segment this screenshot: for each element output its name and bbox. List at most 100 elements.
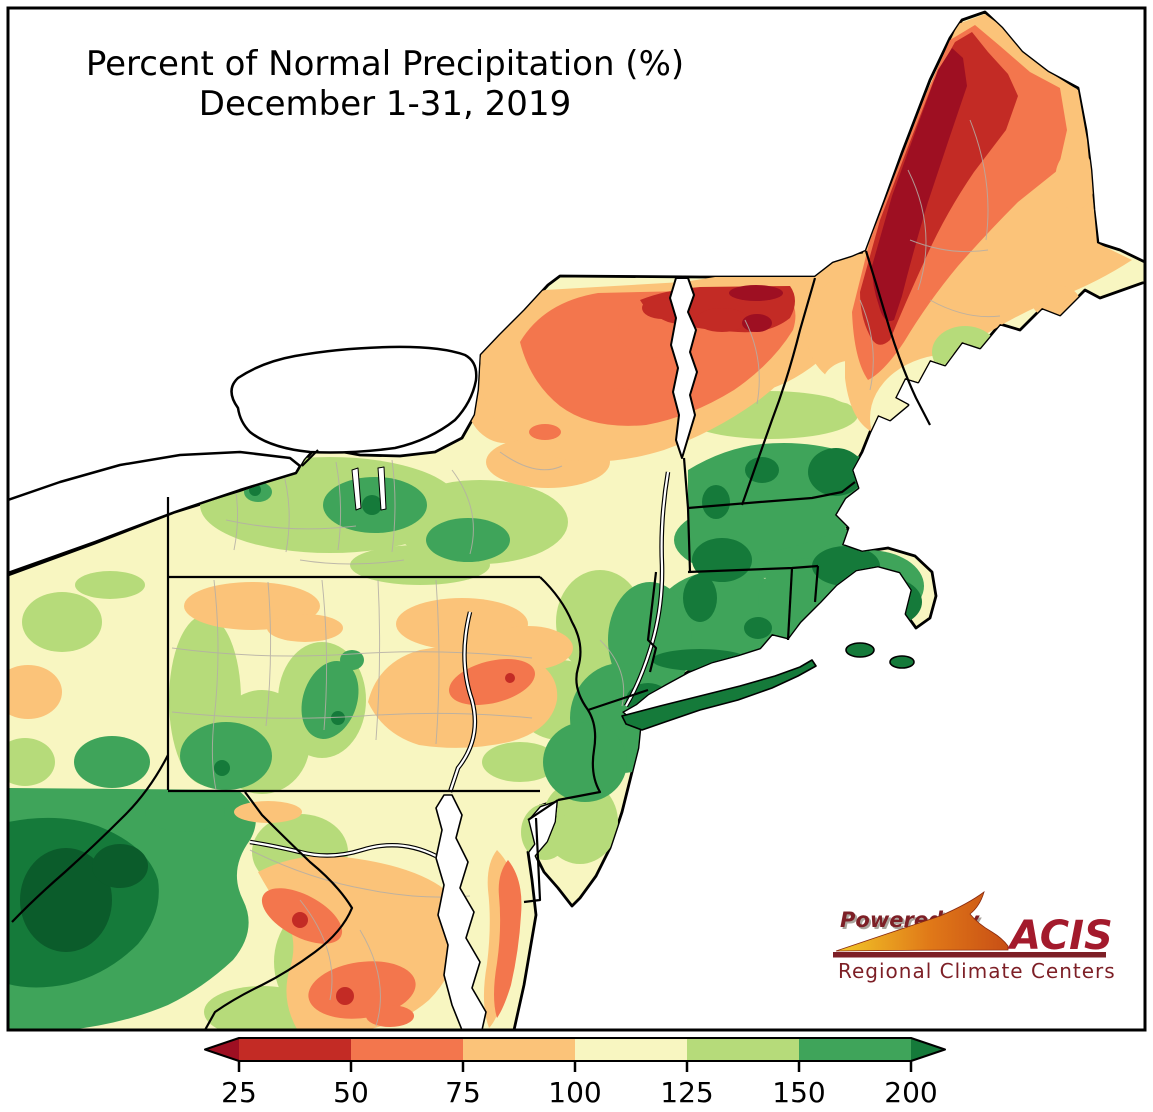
lake-erie [8,450,302,575]
county-line [435,579,440,745]
region-litchfield-darkgreen [683,574,717,622]
region-wmd-tan [234,801,302,823]
region-cnj-green [543,722,627,802]
border-ma-north [687,481,856,510]
tick-label-75: 75 [445,1076,481,1109]
county-line [171,647,533,659]
county-line [225,519,357,530]
colorbar-seg-50-75 [351,1038,463,1061]
border-ma-ny [686,507,692,573]
county-line [451,469,474,555]
hudson-river-water [625,471,670,707]
county-line [499,451,563,471]
finger-lake [351,467,362,511]
region-sepa-lightgreen [482,742,558,782]
niagara-river [301,449,319,467]
region-pa-red-dot [505,673,515,683]
border-wv-oh-river [11,754,169,923]
county-line [909,239,989,253]
tick-label-50: 50 [333,1076,369,1109]
border-delaware-river [539,576,602,802]
region-adk-orangered-spot [529,424,561,440]
region-delmarva-orangered [494,860,522,1018]
border-ct-ny [646,571,658,673]
region-oh-green [74,736,150,788]
state-borders [11,250,931,1030]
region-va-red-dot2 [336,987,354,1005]
region-wny-darkgreen [362,495,382,515]
colorbar-seg-75-100 [463,1038,575,1061]
border-de-md [523,817,542,904]
county-line [969,119,989,241]
acis-swoosh [835,890,1009,952]
region-va-red-dot [292,912,308,928]
acis-subtitle: Regional Climate Centers [838,959,1116,983]
colorbar-arrow-low [205,1038,239,1061]
acis-logo: Powered by Powered by ACIS Regional Clim… [833,890,1116,983]
border-wv-va [204,791,354,1030]
islands [621,642,915,731]
colorbar-arrow-high [911,1038,945,1061]
county-line [335,461,342,551]
rivers [249,471,671,859]
map-title-line2: December 1-31, 2019 [199,84,571,124]
county-line [375,579,381,741]
county-line [265,581,272,727]
region-ohio-lightgreen3 [75,571,145,599]
map-title-line1: Percent of Normal Precipitation (%) [86,44,684,84]
colorbar-seg-125-150 [687,1038,799,1061]
region-oh-tan [8,665,62,719]
region-nvt-red3 [696,308,748,332]
susquehanna-river-water [448,611,476,793]
lake-champlain [669,277,698,459]
region-svt-darkgreen [808,448,864,496]
region-pa-green-dot [340,650,364,670]
border-ny-vt [682,457,690,509]
region-ohio-lightgreen2 [8,738,55,786]
chesapeake-bay [435,794,487,1030]
border-vt-nh [740,277,817,506]
region-va-orangered2 [308,961,416,1019]
county-line [211,579,219,791]
region-svt-darkgreen2 [745,457,779,483]
region-eme-orange2 [1055,150,1095,210]
county-line [744,319,760,405]
border-nh-me [864,250,931,426]
region-nwpa-tan2 [267,614,343,642]
region-svt-darkgreen3 [702,485,730,519]
lake-ontario [230,345,478,454]
region-pa-darkgreen [214,760,230,776]
acis-bar [833,952,1106,958]
county-line [907,169,927,291]
county-line [359,929,381,1027]
nantucket [889,655,915,669]
tick-label-125: 125 [660,1076,713,1109]
colorbar-ticks [237,1061,913,1072]
region-wv-deepgreen2 [92,844,148,888]
region-nvt-darkred [729,285,783,301]
tick-label-25: 25 [221,1076,257,1109]
potomac-river-water [249,840,437,857]
colorbar-labels: 25 50 75 100 125 150 200 [221,1076,938,1109]
region-cny-green [426,518,510,562]
county-line [299,559,405,565]
county-lines [171,119,1001,1027]
acis-wordmark: ACIS [1007,913,1113,959]
long-island [621,659,817,731]
county-line [171,711,533,719]
region-nvt-darkred2 [742,314,772,332]
map-frame [6,6,1147,1032]
county-line [391,459,396,553]
region-wv-deepgreen [20,848,112,952]
colorbar-seg-150-200 [799,1038,911,1061]
county-line [929,299,1001,318]
region-cpa-tan2 [483,626,573,670]
tick-label-200: 200 [884,1076,937,1109]
county-line [299,899,333,1001]
tick-label-150: 150 [772,1076,825,1109]
colorbar: 25 50 75 100 125 150 200 [204,1037,946,1109]
border-ny-nj [587,688,649,712]
tick-label-100: 100 [548,1076,601,1109]
region-swpa-green [180,722,272,790]
